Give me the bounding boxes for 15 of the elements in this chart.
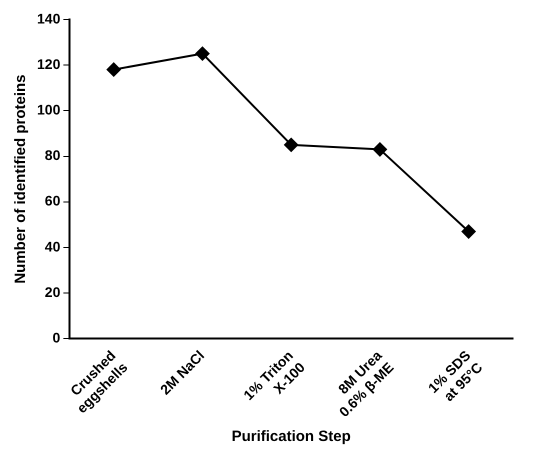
point (372, 142, 387, 156)
y-axis-title: Number of identified proteins (12, 74, 30, 284)
point (195, 46, 210, 61)
y-tick-label: 0 (52, 330, 61, 346)
point (106, 62, 121, 77)
y-tick-label: 60 (44, 192, 61, 209)
x-axis-title: Purification Step (232, 428, 351, 446)
point (284, 138, 298, 152)
point (462, 224, 476, 239)
y-tick-label: 140 (37, 10, 61, 26)
y-tick-label: 120 (37, 56, 61, 72)
y-tick-label: 80 (44, 147, 61, 164)
y-tick-label: 100 (37, 102, 61, 118)
y-tick-label: 40 (44, 238, 61, 254)
y-tick-label: 20 (44, 284, 61, 300)
